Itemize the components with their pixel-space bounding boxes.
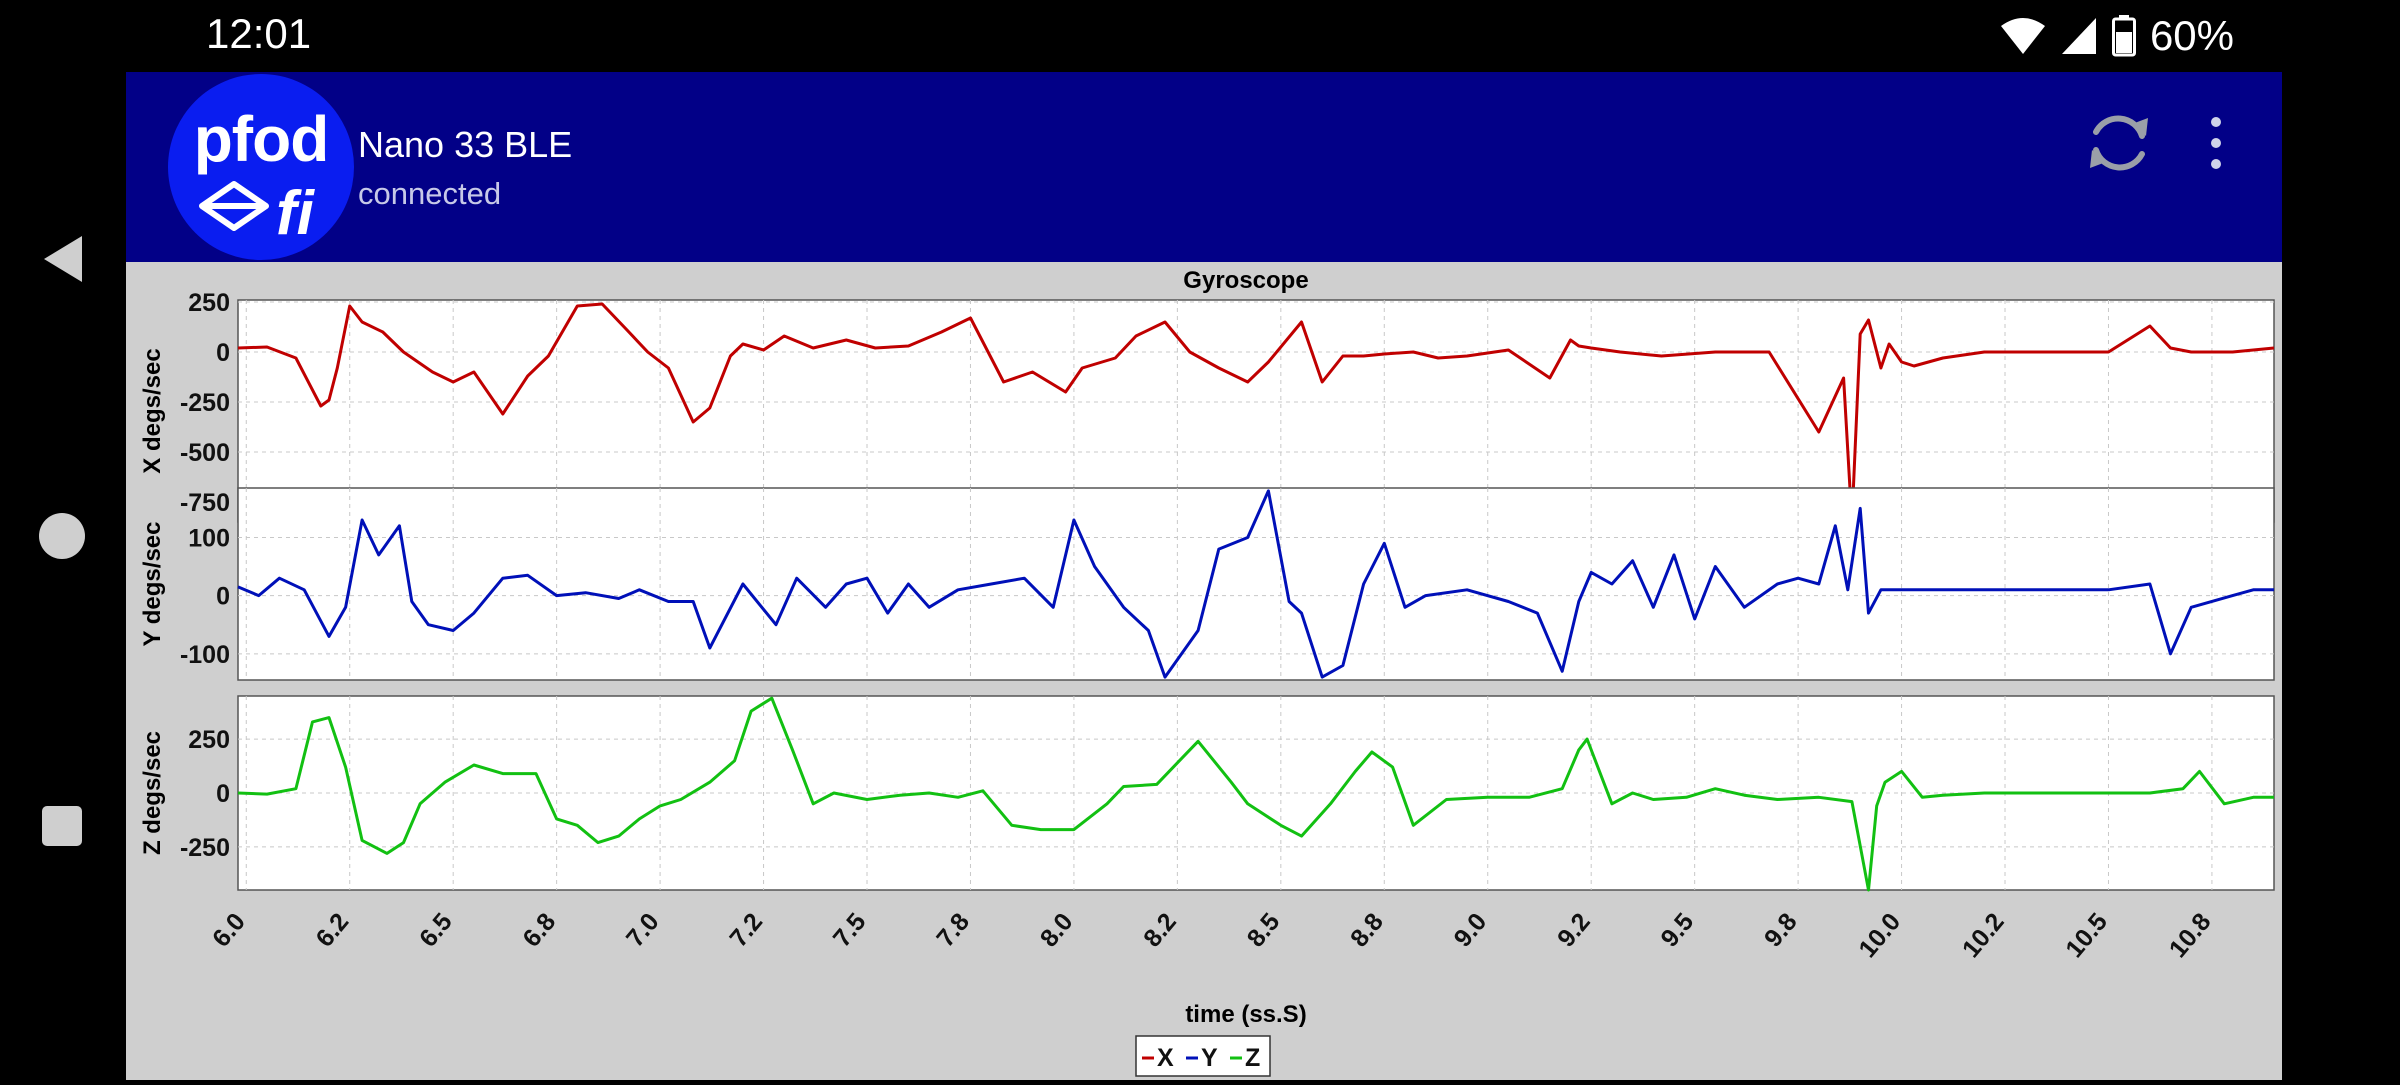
x-tick-label: 7.0 [621,908,665,953]
legend-label-x: X [1157,1044,1174,1072]
gyroscope-chart-svg: Gyroscope 250 0 -250 -500 -750 X degs/sec 100 0 -… [139,267,2275,1077]
x-axis-label: time (ss.S) [1185,1001,1306,1028]
logo-text: pfod [193,103,330,175]
app-header: pfod fi Nano 33 BLE connected [126,72,2282,262]
x-tick-label: 6.8 [517,908,561,953]
x-tick-label: 8.8 [1345,908,1389,953]
legend-label-z: Z [1245,1044,1260,1072]
y-tick-label: -500 [180,439,230,467]
back-icon[interactable] [40,234,84,284]
y-tick-label: -750 [180,489,230,517]
x-tick-label: 10.8 [2164,908,2217,963]
refresh-icon[interactable] [2082,106,2156,180]
connection-status: connected [358,176,502,211]
chart-title: Gyroscope [1183,267,1308,294]
x-tick-label: 10.0 [1853,908,1906,963]
y-tick-label: -250 [180,834,230,862]
more-vert-icon[interactable] [2200,106,2232,180]
home-icon[interactable] [38,512,86,560]
x-tick-label: 8.2 [1138,908,1182,953]
series-x-line [237,302,2275,524]
x-tick-label: 9.8 [1759,908,1803,953]
x-tick-label: 6.2 [311,908,355,953]
y-axis-label-z: Z degs/sec [139,731,166,855]
x-tick-label: 6.0 [207,908,251,953]
x-tick-label: 9.0 [1449,908,1493,953]
x-tick-label: 6.5 [414,908,458,953]
logo-sub-text: fi [276,179,316,244]
app-window: pfod fi Nano 33 BLE connected Gyroscope 2… [126,72,2282,1080]
x-tick-label: 7.5 [828,908,872,953]
y-tick-label: 250 [188,289,230,317]
legend-label-y: Y [1201,1044,1218,1072]
x-tick-label: 8.5 [1242,908,1286,953]
logo-arrow-icon: fi [199,179,316,244]
cell-signal-icon [2061,18,2096,54]
y-axis-label-x: X degs/sec [139,348,166,473]
gyroscope-chart: Gyroscope 250 0 -250 -500 -750 X degs/sec 100 0 -… [126,262,2282,1080]
y-tick-label: 0 [216,583,230,611]
x-tick-label: 7.8 [931,908,975,953]
plot-x-area [237,299,2275,523]
y-tick-label: -100 [180,641,230,669]
y-tick-label: 100 [188,524,230,552]
y-tick-label: 250 [188,726,230,754]
y-axis-label-y: Y degs/sec [139,522,166,647]
battery-icon [2111,15,2136,57]
status-bar: 12:01 60% [0,0,2400,72]
battery-percent: 60% [2149,12,2234,59]
status-icons: 60% [2000,12,2234,60]
y-tick-label: 0 [216,780,230,808]
x-tick-label: 9.5 [1655,908,1699,953]
recents-icon[interactable] [40,804,84,848]
device-title: Nano 33 BLE [358,124,573,165]
y-tick-label: -250 [180,389,230,417]
y-tick-label: 0 [216,339,230,367]
wifi-icon [2000,18,2045,54]
x-tick-label: 10.2 [1957,908,2010,963]
series-z-line [237,696,2274,892]
x-tick-label: 9.2 [1552,908,1596,953]
status-time: 12:01 [206,10,312,57]
system-nav-bar [0,72,126,1080]
legend-box [1135,1035,1271,1077]
x-tick-label: 7.2 [724,908,768,953]
pfod-logo: pfod fi [168,74,354,260]
x-tick-label: 10.5 [2060,908,2113,963]
x-tick-label: 8.0 [1035,908,1079,953]
series-y-line [237,489,2274,679]
